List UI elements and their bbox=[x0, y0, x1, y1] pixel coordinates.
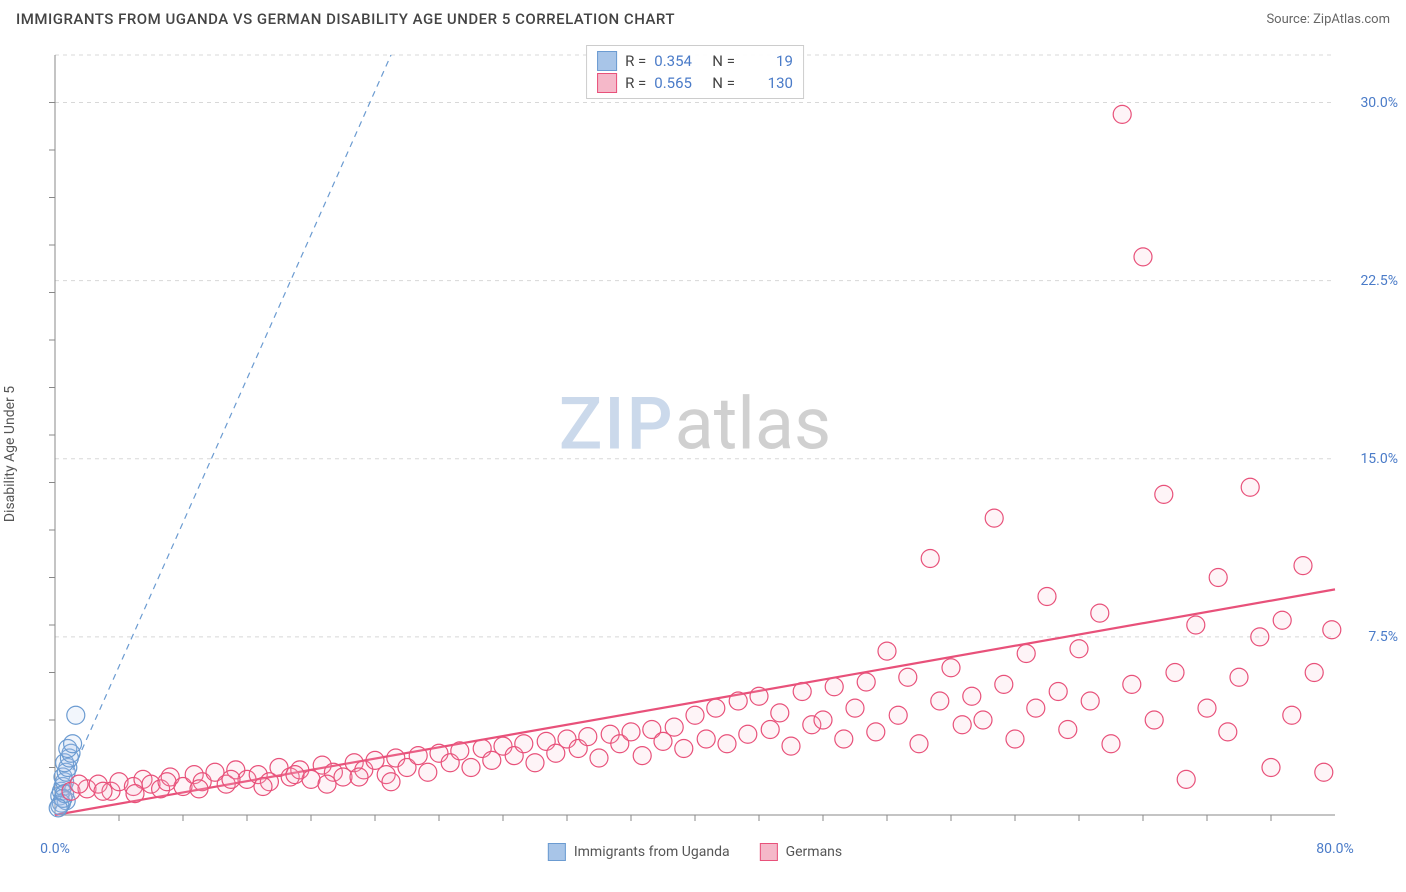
bottom-legend: Immigrants from Uganda Germans bbox=[548, 843, 842, 861]
scatter-plot-svg bbox=[50, 45, 1340, 835]
legend-n-0: 19 bbox=[743, 52, 793, 70]
bottom-legend-swatch-0 bbox=[548, 843, 566, 861]
chart-title: IMMIGRANTS FROM UGANDA VS GERMAN DISABIL… bbox=[16, 10, 675, 28]
y-tick-label: 7.5% bbox=[1368, 629, 1398, 645]
bottom-legend-item-0: Immigrants from Uganda bbox=[548, 843, 730, 861]
header: IMMIGRANTS FROM UGANDA VS GERMAN DISABIL… bbox=[0, 0, 1406, 36]
x-tick-label: 80.0% bbox=[1316, 841, 1354, 857]
y-tick-label: 22.5% bbox=[1360, 273, 1398, 289]
legend-n-1: 130 bbox=[743, 74, 793, 92]
legend-row-0: R = 0.354 N = 19 bbox=[597, 50, 793, 72]
legend-n-label-1: N = bbox=[712, 74, 735, 92]
y-axis-label: Disability Age Under 5 bbox=[2, 386, 18, 522]
legend-r-label-1: R = bbox=[625, 74, 646, 92]
legend-r-0: 0.354 bbox=[654, 52, 704, 70]
y-tick-label: 15.0% bbox=[1360, 451, 1398, 467]
legend-swatch-1 bbox=[597, 73, 617, 93]
chart-area: ZIPatlas R = 0.354 N = 19 R = 0.565 N = … bbox=[50, 45, 1340, 835]
source-value: ZipAtlas.com bbox=[1313, 12, 1390, 27]
bottom-legend-label-0: Immigrants from Uganda bbox=[574, 844, 730, 860]
bottom-legend-swatch-1 bbox=[760, 843, 778, 861]
legend-r-label: R = bbox=[625, 52, 646, 70]
source-label: Source: bbox=[1266, 12, 1309, 27]
source: Source: ZipAtlas.com bbox=[1266, 12, 1390, 27]
legend-row-1: R = 0.565 N = 130 bbox=[597, 72, 793, 94]
bottom-legend-item-1: Germans bbox=[760, 843, 843, 861]
legend-r-1: 0.565 bbox=[654, 74, 704, 92]
legend-swatch-0 bbox=[597, 51, 617, 71]
legend-box: R = 0.354 N = 19 R = 0.565 N = 130 bbox=[586, 45, 804, 99]
legend-n-label: N = bbox=[712, 52, 735, 70]
bottom-legend-label-1: Germans bbox=[786, 844, 843, 860]
x-tick-label: 0.0% bbox=[40, 841, 70, 857]
y-tick-label: 30.0% bbox=[1360, 95, 1398, 111]
